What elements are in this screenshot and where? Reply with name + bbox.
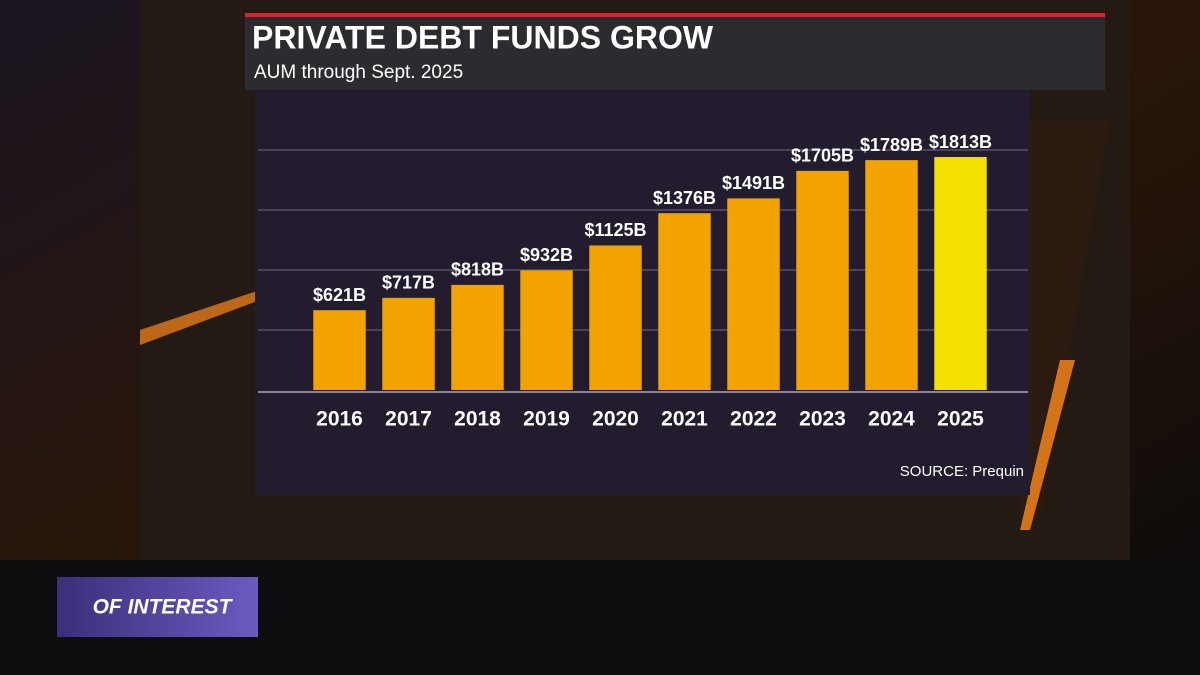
x-tick-label: 2021 [661, 408, 708, 431]
bar [451, 284, 504, 390]
value-label: $621B [313, 285, 366, 305]
value-label: $1789B [860, 135, 923, 155]
wall-panel [1020, 120, 1110, 520]
source-note: SOURCE: Prequin [900, 463, 1024, 480]
value-label: $717B [382, 273, 435, 293]
bar [934, 157, 987, 390]
value-label: $1705B [791, 146, 854, 166]
show-badge [57, 577, 258, 637]
x-tick-label: 2020 [592, 408, 639, 431]
value-label: $1376B [653, 188, 716, 208]
chart-title: PRIVATE DEBT FUNDS GROW [252, 19, 714, 55]
x-tick-label: 2024 [868, 408, 915, 431]
bar [589, 245, 642, 390]
value-label: $818B [451, 260, 504, 280]
bar [520, 270, 573, 390]
light-streak [1020, 360, 1075, 530]
title-box [245, 15, 1105, 90]
x-tick-label: 2019 [523, 408, 570, 431]
value-label: $1125B [584, 220, 646, 240]
bar [313, 310, 366, 390]
bar [658, 213, 711, 390]
value-label: $932B [520, 245, 573, 265]
value-label: $1813B [929, 132, 992, 152]
x-tick-label: 2025 [937, 408, 984, 431]
title-rule [245, 13, 1105, 17]
bar [865, 160, 918, 390]
value-label: $1491B [722, 173, 785, 193]
plot: 2016 $621B 2017 $717B 2018 $818B 2019 $932B 2020… [313, 132, 992, 431]
bar [382, 297, 435, 390]
x-tick-label: 2017 [385, 408, 432, 431]
bar [796, 170, 849, 390]
show-label: OF INTEREST [93, 596, 234, 619]
x-tick-label: 2016 [316, 408, 363, 431]
x-tick-label: 2023 [799, 408, 846, 431]
bar [727, 198, 780, 390]
x-tick-label: 2022 [730, 408, 777, 431]
x-tick-label: 2018 [454, 408, 501, 431]
light-streak [140, 290, 260, 345]
chart-subtitle: AUM through Sept. 2025 [254, 62, 463, 83]
